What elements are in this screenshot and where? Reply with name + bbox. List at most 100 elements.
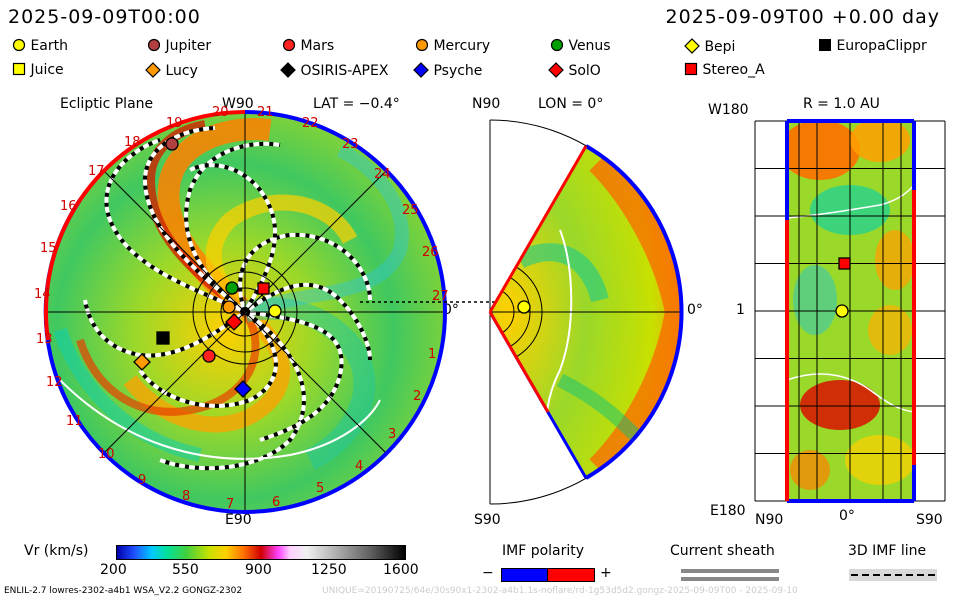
jupiter-marker [165, 137, 179, 151]
colorbar-tick: 1250 [311, 562, 347, 578]
datetime-right: 2025-09-09T00 +0.00 day [665, 6, 940, 28]
surface-title: R = 1.0 AU [803, 96, 880, 112]
lucy-marker [133, 353, 151, 371]
circle-marker-icon [282, 38, 296, 52]
colorbar-tick: 200 [100, 562, 127, 578]
legend-item-psyche: Psyche [413, 62, 482, 79]
rim-number: 15 [40, 241, 57, 256]
legend-label: Mercury [433, 38, 491, 54]
surface-bottom-left: E180 [710, 503, 746, 519]
legend-item-mercury: Mercury [415, 38, 490, 54]
legend-label: Lucy [165, 63, 198, 79]
footer-faint: UNIQUE=20190725/64e/30s90x1-2302-a4b1.1s… [322, 586, 798, 596]
rim-number: 16 [60, 199, 77, 214]
rim-number: 22 [302, 116, 319, 131]
legend-label: Psyche [433, 63, 483, 79]
circle-marker-icon [415, 38, 429, 52]
rim-number: 7 [226, 497, 234, 512]
legend-item-europaclippr: EuropaClippr [818, 38, 927, 54]
legend-item-bepi: Bepi [684, 38, 735, 55]
legend-item-juice: Juice [12, 62, 64, 78]
mars-marker [202, 349, 216, 363]
stereo-a-marker [838, 257, 851, 270]
rim-number: 2 [413, 389, 421, 404]
rim-number: 6 [272, 495, 280, 510]
rim-number: 20 [212, 105, 229, 120]
rim-number: 26 [422, 245, 439, 260]
solo-marker [225, 313, 243, 331]
rim-number: 27 [432, 289, 449, 304]
sheath-line [681, 577, 779, 581]
legend-label: EuropaClippr [836, 38, 927, 54]
ecliptic-bodies [133, 137, 282, 398]
legend-item-earth: Earth [12, 38, 68, 54]
ecliptic-bottom-label: E90 [225, 512, 252, 528]
circle-marker-icon [12, 38, 26, 52]
colorbar-label: Vr (km/s) [24, 543, 89, 559]
imf-minus: − [482, 565, 494, 581]
surface-left-mid: 1 [736, 302, 745, 318]
meridional-plot [488, 119, 684, 505]
legend-item-solo: SolO [548, 62, 601, 79]
surface-x-left: N90 [755, 512, 784, 528]
imf-title: IMF polarity [502, 543, 585, 559]
sheath-line [681, 569, 779, 573]
square-marker-icon [684, 62, 698, 76]
rim-number: 17 [88, 164, 105, 179]
imfline-swatch [849, 569, 937, 581]
square-marker-icon [819, 39, 831, 51]
colorbar-tick: 900 [245, 562, 272, 578]
legend-label: Venus [568, 38, 611, 54]
legend-label: OSIRIS-APEX [300, 63, 389, 79]
ecliptic-rim-numbers: 20 21 22 23 24 25 26 27 1 2 3 4 5 6 7 8 … [34, 105, 449, 512]
square-marker-icon [12, 62, 26, 76]
diamond-marker-icon [548, 62, 564, 78]
footer-model: ENLIL-2.7 lowres-2302-a4b1 WSA_V2.2 GONG… [4, 586, 243, 596]
diamond-marker-icon [145, 62, 161, 78]
surface-x-right: S90 [916, 512, 943, 528]
psyche-marker [234, 380, 252, 398]
diamond-marker-icon [413, 62, 429, 78]
earth-marker [835, 304, 849, 318]
legend-label: SolO [568, 63, 601, 79]
rim-number: 1 [428, 347, 436, 362]
rim-number: 8 [182, 489, 190, 504]
legend-label: Bepi [704, 39, 736, 55]
meridional-bottom-label: S90 [474, 512, 501, 528]
rim-number: 12 [46, 375, 63, 390]
ecliptic-lat: LAT = −0.4° [313, 96, 400, 112]
ecliptic-top-label: W90 [222, 96, 254, 112]
rim-number: 25 [402, 203, 419, 218]
imf-positive-swatch [547, 568, 595, 582]
rim-number: 21 [257, 105, 274, 120]
legend-item-stereo-a: Stereo_A [684, 62, 765, 78]
diamond-marker-icon [280, 62, 296, 78]
surface-top-left: W180 [708, 102, 749, 118]
legend-label: Stereo_A [702, 62, 765, 78]
ecliptic-title: Ecliptic Plane [60, 96, 154, 112]
surface-x-mid: 0° [839, 508, 855, 524]
rim-number: 14 [34, 287, 51, 302]
legend-item-jupiter: Jupiter [147, 38, 211, 54]
meridional-right-label: 0° [687, 302, 703, 318]
meridional-lon: LON = 0° [538, 96, 604, 112]
diamond-marker-icon [684, 38, 700, 54]
europaclippr-marker [156, 331, 170, 345]
legend-label: Earth [30, 38, 68, 54]
rim-number: 9 [138, 473, 146, 488]
imf-negative-swatch [501, 568, 549, 582]
meridional-top-label: N90 [472, 96, 501, 112]
circle-marker-icon [550, 38, 564, 52]
rim-number: 10 [98, 447, 115, 462]
rim-number: 18 [124, 135, 141, 150]
rim-number: 13 [36, 332, 53, 347]
colorbar-tick: 1600 [383, 562, 419, 578]
rim-number: 5 [316, 481, 324, 496]
legend-label: Jupiter [165, 38, 212, 54]
colorbar-tick: 550 [172, 562, 199, 578]
rim-number: 24 [374, 167, 391, 182]
surface-map-plot [754, 119, 946, 503]
rim-number: 3 [388, 427, 396, 442]
mercury-marker [222, 300, 236, 314]
